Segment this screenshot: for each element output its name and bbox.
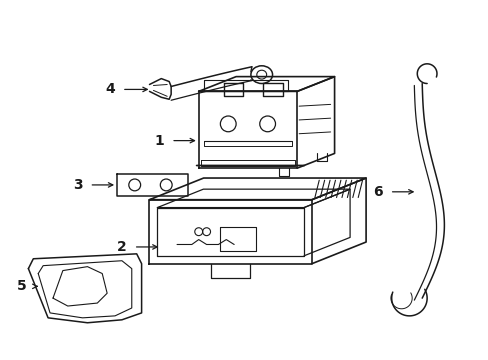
- Text: 6: 6: [372, 185, 382, 199]
- Text: 1: 1: [154, 134, 164, 148]
- Text: 5: 5: [17, 279, 26, 293]
- Text: 3: 3: [73, 178, 82, 192]
- Text: 2: 2: [117, 240, 126, 254]
- Text: 4: 4: [105, 82, 115, 96]
